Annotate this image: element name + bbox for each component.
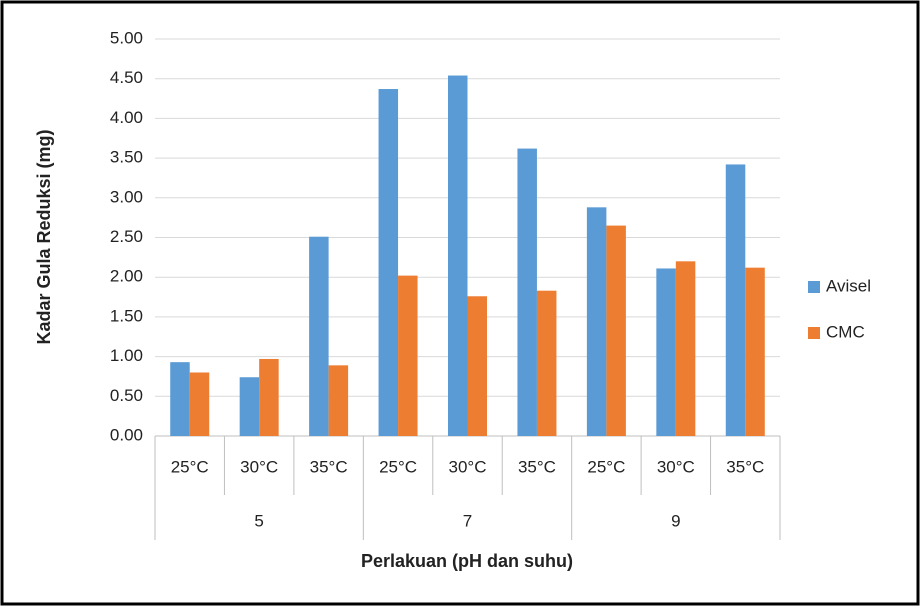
x-tick-label: 35°C xyxy=(310,457,348,476)
bar xyxy=(189,372,210,436)
y-tick-label: 0.50 xyxy=(110,386,143,405)
x-tick-label: 25°C xyxy=(587,457,625,476)
legend-label: CMC xyxy=(826,322,865,341)
bar xyxy=(606,225,626,436)
y-tick-label: 2.50 xyxy=(110,227,143,246)
bar xyxy=(467,296,487,436)
bar xyxy=(536,290,557,436)
bar xyxy=(239,377,260,436)
bar xyxy=(378,89,399,436)
legend-swatch xyxy=(808,327,820,339)
x-axis-title: Perlakuan (pH dan suhu) xyxy=(361,551,573,571)
bar xyxy=(309,236,329,436)
group-label: 9 xyxy=(671,511,680,530)
y-tick-label: 3.50 xyxy=(110,148,143,167)
group-label: 7 xyxy=(463,511,472,530)
x-tick-label: 35°C xyxy=(726,457,764,476)
y-tick-label: 3.00 xyxy=(110,187,143,206)
y-tick-label: 1.50 xyxy=(110,306,143,325)
x-tick-label: 30°C xyxy=(449,457,487,476)
group-label: 5 xyxy=(254,511,263,530)
y-tick-label: 1.00 xyxy=(110,346,143,365)
x-tick-label: 30°C xyxy=(240,457,278,476)
bar xyxy=(675,261,696,436)
bar xyxy=(328,365,349,436)
y-tick-label: 4.50 xyxy=(110,68,143,87)
legend-label: Avisel xyxy=(826,276,871,295)
bar xyxy=(170,362,190,436)
bar xyxy=(586,207,607,436)
y-axis-title: Kadar Gula Reduksi (mg) xyxy=(34,129,54,344)
bar xyxy=(745,267,765,436)
y-tick-label: 0.00 xyxy=(110,425,143,444)
x-tick-label: 35°C xyxy=(518,457,556,476)
legend-swatch xyxy=(808,281,820,293)
bar xyxy=(725,164,746,436)
y-tick-label: 2.00 xyxy=(110,267,143,286)
bar xyxy=(398,275,418,436)
bar xyxy=(517,148,537,436)
x-tick-label: 25°C xyxy=(171,457,209,476)
x-tick-label: 25°C xyxy=(379,457,417,476)
y-tick-label: 4.00 xyxy=(110,108,143,127)
bar xyxy=(448,75,468,437)
y-tick-label: 5.00 xyxy=(110,28,143,47)
x-tick-label: 30°C xyxy=(657,457,695,476)
bar xyxy=(656,268,676,436)
bar xyxy=(259,358,279,436)
